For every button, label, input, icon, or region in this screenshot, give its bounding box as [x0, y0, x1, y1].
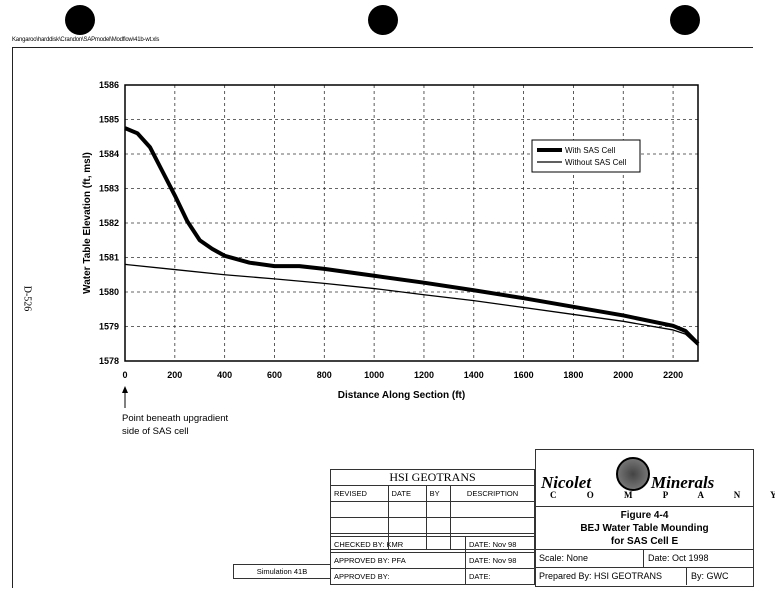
scale: Scale: None [539, 553, 589, 563]
checked-by: CHECKED BY: KMR [330, 536, 466, 553]
y-axis-label: Water Table Elevation (ft, msl) [82, 152, 93, 294]
x-tick-label: 1400 [464, 370, 484, 380]
punch-hole [65, 5, 95, 35]
plot-area [124, 84, 699, 362]
series-line-with-sas [124, 126, 700, 346]
punch-hole [670, 5, 700, 35]
scale-row: Scale: None Date: Oct 1998 [536, 550, 753, 568]
y-tick-label: 1582 [99, 218, 119, 228]
figure-number: Figure 4-4 [620, 510, 669, 521]
prepared-by: Prepared By: HSI GEOTRANS [539, 571, 663, 581]
file-path: Kangaroo\harddisk\Crandon\SAPmodel\Modfl… [12, 37, 160, 43]
company-subtitle: C O M P A N Y [550, 490, 775, 500]
company-block: Nicolet Minerals C O M P A N Y Figure 4-… [535, 449, 775, 587]
x-tick-label: 2000 [613, 370, 633, 380]
x-tick-label: 1800 [563, 370, 583, 380]
figure-title-2: for SAS Cell E [610, 536, 679, 547]
y-tick-label: 1578 [99, 356, 119, 366]
y-tick-label: 1581 [99, 253, 119, 263]
company-logo-area: Nicolet Minerals C O M P A N Y [536, 450, 775, 507]
legend-label: With SAS Cell [565, 146, 615, 155]
x-tick-label: 200 [167, 370, 182, 380]
water-table-chart: 0 200 400 600 800 1000 1200 1400 1600 1800 2000 220… [82, 80, 700, 408]
company-name-1: Nicolet [541, 473, 592, 492]
approved-by-2: APPROVED BY: [330, 568, 466, 585]
series-line-without-sas [124, 263, 699, 346]
drawn-by: By: GWC [686, 568, 729, 585]
col-by: BY [425, 485, 452, 502]
arrowhead-icon [122, 386, 128, 393]
company-seal-logo [616, 457, 650, 491]
punch-hole [368, 5, 398, 35]
sheet-frame [12, 47, 753, 588]
y-tick-label: 1580 [99, 287, 119, 297]
col-revised: REVISED [330, 485, 389, 502]
y-tick-label: 1583 [99, 184, 119, 194]
x-tick-label: 0 [122, 370, 127, 380]
x-axis-label: Distance Along Section (ft) [338, 390, 465, 401]
y-tick-label: 1586 [99, 80, 119, 90]
simulation-label: Simulation 41B [233, 564, 331, 579]
x-tick-label: 2200 [663, 370, 683, 380]
x-tick-label: 800 [317, 370, 332, 380]
col-date: DATE [387, 485, 427, 502]
figure-title-area: Figure 4-4 BEJ Water Table Mounding for … [536, 506, 753, 550]
y-tick-label: 1584 [99, 149, 119, 159]
approval-table: CHECKED BY: KMR DATE: Nov 98 APPROVED BY:… [330, 536, 535, 585]
checked-date: DATE: Nov 98 [465, 536, 535, 553]
date: Date: Oct 1998 [643, 550, 709, 567]
x-tick-label: 1000 [364, 370, 384, 380]
x-tick-label: 1600 [514, 370, 534, 380]
note-line-1: Point beneath upgradient [122, 413, 229, 424]
note-line-2: side of SAS cell [122, 426, 189, 437]
x-tick-label: 1200 [414, 370, 434, 380]
figure-title-1: BEJ Water Table Mounding [580, 523, 709, 534]
col-description: DESCRIPTION [450, 485, 535, 502]
approved-by-1: APPROVED BY: PFA [330, 552, 466, 569]
prepared-row: Prepared By: HSI GEOTRANS By: GWC [536, 568, 753, 585]
legend-label: Without SAS Cell [565, 158, 627, 167]
x-tick-label: 400 [217, 370, 232, 380]
firm-name: HSI GEOTRANS [330, 469, 535, 486]
company-name-2: Minerals [651, 473, 715, 492]
origin-note: Point beneath upgradient side of SAS cel… [122, 412, 242, 438]
y-tick-label: 1579 [99, 322, 119, 332]
x-tick-label: 600 [267, 370, 282, 380]
approved-date-1: DATE: Nov 98 [465, 552, 535, 569]
approved-date-2: DATE: [465, 568, 535, 585]
y-tick-label: 1585 [99, 115, 119, 125]
legend [531, 139, 641, 173]
